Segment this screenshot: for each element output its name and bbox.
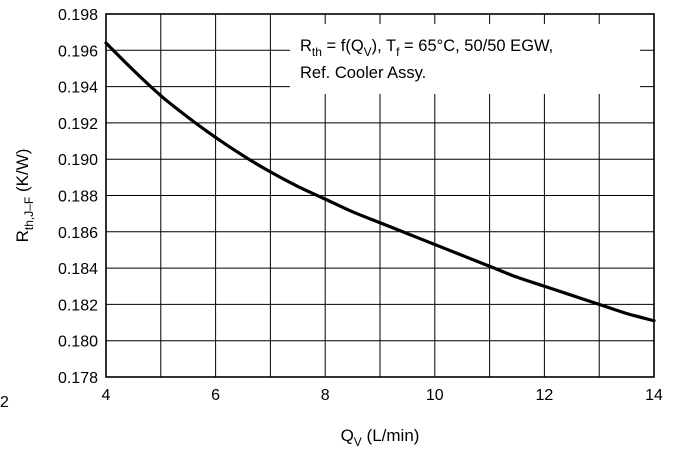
y-tick-label: 0.186 [58,225,98,242]
legend-text-part: R [300,37,312,55]
legend-text-part: th [312,45,322,59]
legend-text-part: f [396,45,400,59]
plot-frame [105,13,655,378]
y-tick-label: 0.192 [58,116,98,133]
data-series-line [104,41,656,323]
legend-line-2: Ref. Cooler Assy. [300,64,426,82]
legend-text-part: = 65°C, 50/50 EGW, [399,37,553,55]
legend-text-part: = f(Q [322,37,364,55]
x-tick-label: 6 [211,387,220,404]
y-tick-label: 0.180 [58,334,98,351]
y-tick-label: 0.198 [58,7,98,24]
legend-box [290,24,640,94]
x-tick-label: 14 [645,387,663,404]
y-tick-label: 0.178 [58,370,98,387]
y-tick-label: 0.194 [58,80,98,97]
x-tick-label: 10 [426,387,444,404]
x-tick-label: 8 [321,387,330,404]
tick-labels: 4 6 8 10 12 14 0.178 0.180 0.182 0.184 0.186 0.188 0… [58,7,663,404]
legend-line-1: Rth = f(QV), Tf = 65°C, 50/50 EGW, [300,37,553,59]
x-axis-label: QV (L/min) [341,426,420,449]
legend-text-part: V [364,45,372,59]
stray-label: 2 [0,394,9,411]
legend-text-part: ), T [372,37,396,55]
y-axis-label: Rth,J–F (K/W) [13,149,36,243]
y-tick-label: 0.182 [58,297,98,314]
y-tick-label: 0.196 [58,43,98,60]
y-tick-label: 0.184 [58,261,98,278]
x-tick-label: 4 [102,387,111,404]
y-tick-label: 0.190 [58,152,98,169]
y-tick-label: 0.188 [58,189,98,206]
x-tick-label: 12 [536,387,554,404]
